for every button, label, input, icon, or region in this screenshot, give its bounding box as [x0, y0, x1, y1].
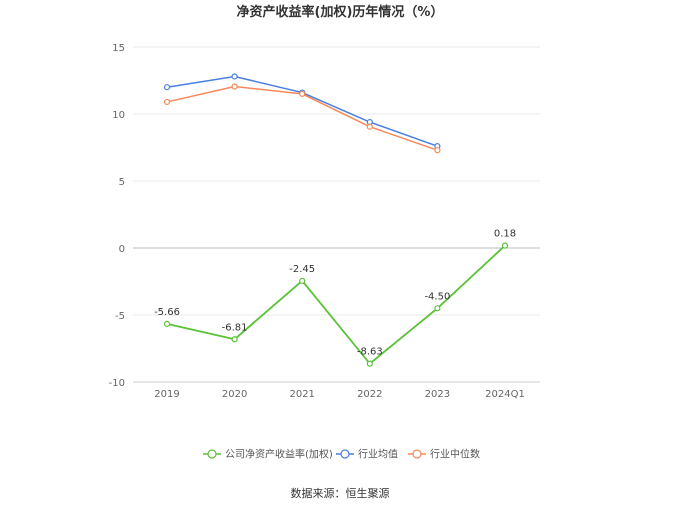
legend-item: 公司净资产收益率(加权) — [203, 448, 333, 461]
legend-swatch-marker — [207, 449, 217, 459]
data-point — [501, 242, 509, 249]
data-point — [163, 84, 171, 91]
x-axis: 2019 2020 2021 2022 2023 2024Q1 — [133, 381, 540, 400]
x-tick-label: 2023 — [425, 389, 450, 400]
data-point — [163, 98, 171, 106]
legend-item: 行业均值 — [336, 448, 398, 461]
legend: 公司净资产收益率(加权) 行业均值 行业中位数 — [203, 448, 480, 461]
data-point — [434, 305, 441, 312]
data-point — [231, 83, 238, 90]
data-point — [299, 90, 306, 98]
data-point — [299, 277, 306, 284]
data-label: -4.50 — [424, 291, 450, 302]
y-axis: 15 10 5 0 -5 -10 — [109, 43, 125, 389]
data-point — [163, 320, 171, 327]
x-tick-label: 2024Q1 — [485, 389, 525, 400]
chart-title: 净资产收益率(加权)历年情况（%） — [237, 4, 444, 20]
legend-swatch-marker — [340, 449, 350, 459]
y-tick-label: -5 — [115, 311, 125, 322]
x-tick-label: 2022 — [357, 389, 382, 400]
data-point — [434, 147, 441, 154]
data-label: -5.66 — [154, 307, 180, 318]
y-tick-label: 5 — [119, 177, 125, 188]
y-tick-label: 10 — [112, 110, 125, 121]
data-labels: -5.66 -6.81 -2.45 -8.63 -4.50 0.18 — [154, 229, 516, 358]
y-tick-label: 0 — [119, 244, 125, 255]
y-tick-label: 15 — [112, 43, 125, 54]
legend-label: 公司净资产收益率(加权) — [225, 448, 333, 461]
x-tick-label: 2019 — [154, 389, 179, 400]
data-point — [231, 336, 238, 343]
x-tick-label: 2020 — [222, 389, 247, 400]
series-line — [166, 244, 506, 365]
data-point — [366, 123, 373, 130]
source-note: 数据来源：恒生聚源 — [291, 486, 390, 500]
legend-label: 行业均值 — [358, 448, 398, 461]
legend-swatch-marker — [412, 449, 422, 459]
data-point — [366, 360, 373, 367]
data-label: -6.81 — [222, 322, 248, 333]
data-label: -2.45 — [289, 264, 315, 275]
data-point — [231, 73, 238, 80]
legend-label: 行业中位数 — [430, 448, 480, 461]
data-label: -8.63 — [357, 347, 383, 358]
y-tick-label: -10 — [109, 378, 125, 389]
data-label: 0.18 — [494, 229, 516, 240]
legend-item: 行业中位数 — [408, 448, 480, 461]
x-tick-label: 2021 — [289, 389, 314, 400]
series-layer — [163, 73, 509, 367]
grid-lines — [133, 46, 540, 383]
